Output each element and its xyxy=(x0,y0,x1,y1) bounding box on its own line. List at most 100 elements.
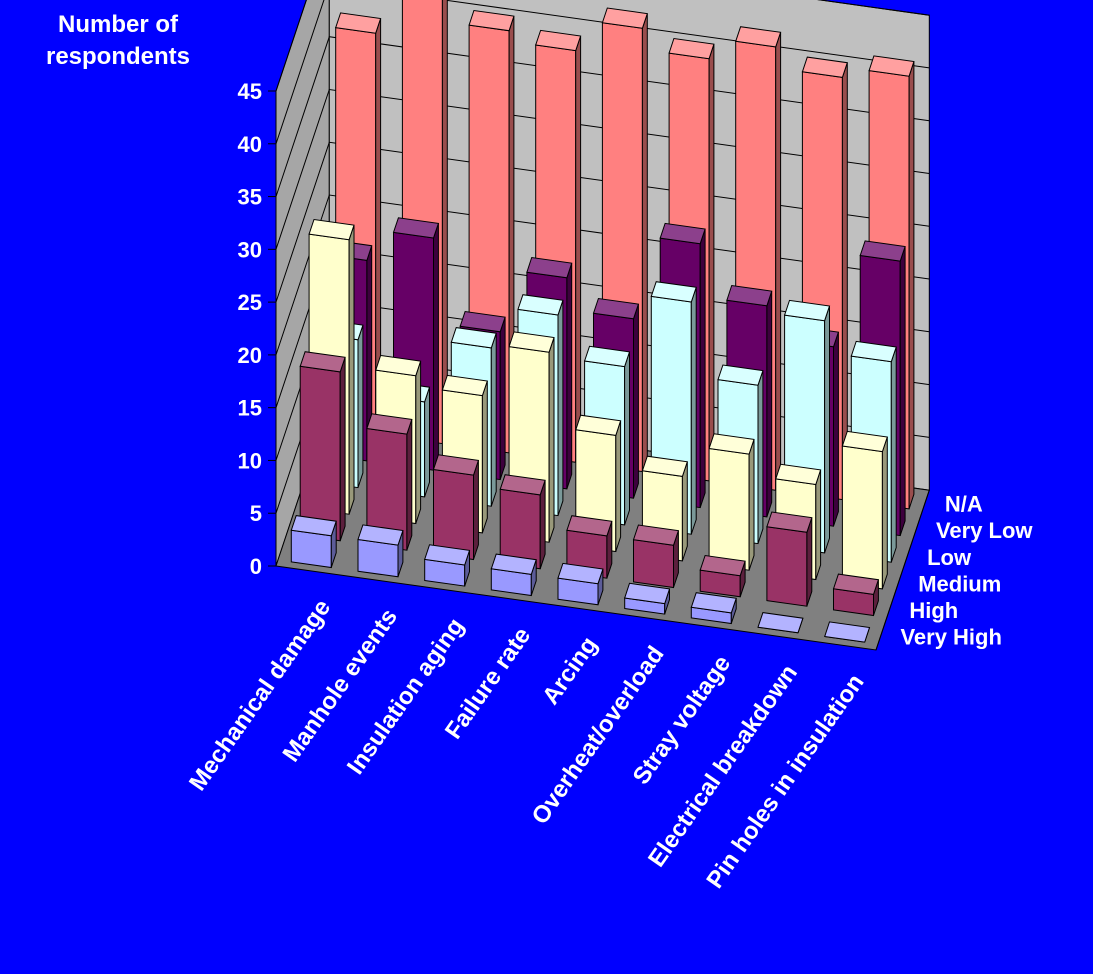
bar-side xyxy=(899,246,906,536)
bar-top xyxy=(335,12,382,34)
bar xyxy=(624,582,671,615)
bar-front xyxy=(766,526,808,607)
bar-top xyxy=(726,284,773,307)
bar-side xyxy=(575,35,582,463)
bar-side xyxy=(908,61,915,510)
y-tick-label: 5 xyxy=(250,501,262,526)
bar-side xyxy=(748,439,755,571)
bar-top xyxy=(459,310,506,333)
y-tick-label: 15 xyxy=(238,396,262,421)
bar-top xyxy=(766,511,813,533)
bar-top xyxy=(290,515,337,537)
y-axis-title: Number of xyxy=(58,11,179,38)
bar xyxy=(490,553,537,597)
bar xyxy=(299,351,346,542)
bar-top xyxy=(308,218,355,241)
bar-top xyxy=(717,364,764,386)
bar-top xyxy=(641,455,688,477)
bar-side xyxy=(433,223,439,471)
bar xyxy=(690,592,737,625)
bar xyxy=(766,511,813,607)
bar xyxy=(841,430,888,590)
bar-side xyxy=(499,316,506,480)
gridline xyxy=(275,0,930,144)
bar-top xyxy=(659,222,706,245)
y-axis: 0 5 10 15 20 25 30 35 40 45 xyxy=(238,79,277,579)
bar-side xyxy=(690,287,697,535)
bar-side xyxy=(833,331,839,527)
bar-top xyxy=(366,413,413,435)
bar-top xyxy=(708,433,755,455)
bar-top xyxy=(424,544,471,566)
bar-top xyxy=(557,562,604,585)
series-label: Very Low xyxy=(936,518,1033,543)
bar xyxy=(708,433,755,571)
bar-top xyxy=(868,55,915,77)
bar-side xyxy=(339,357,346,541)
bar-side xyxy=(757,370,764,544)
bar-side xyxy=(406,419,413,551)
bar-side xyxy=(615,420,622,552)
bar-top xyxy=(668,37,715,60)
bar-top xyxy=(592,297,640,320)
bar xyxy=(557,562,604,606)
y-tick-label: 45 xyxy=(238,79,262,104)
bar xyxy=(632,524,680,589)
gridline xyxy=(275,194,930,356)
bar-side xyxy=(633,303,639,499)
y-tick-label: 30 xyxy=(238,237,262,262)
series-label: Very High xyxy=(900,625,1001,650)
bar-side xyxy=(557,300,564,516)
bar-top xyxy=(508,331,555,353)
bar-side xyxy=(348,224,355,515)
bar xyxy=(499,474,546,570)
x-tick-label: Overheat/overload xyxy=(527,641,670,829)
series-label: High xyxy=(909,598,958,623)
series-label: N/A xyxy=(945,491,983,516)
bar-top xyxy=(357,524,404,546)
bar-top xyxy=(650,281,697,303)
bar-side xyxy=(681,461,688,562)
bar-side xyxy=(548,337,555,543)
bar-side xyxy=(890,346,897,563)
bar-top xyxy=(850,340,897,363)
bar xyxy=(366,413,413,551)
bar-top xyxy=(841,430,888,453)
bar-top xyxy=(432,454,480,476)
y-tick-label: 20 xyxy=(238,343,262,368)
bar-top xyxy=(699,554,746,577)
y-tick-label: 25 xyxy=(238,290,262,315)
bar-top xyxy=(757,612,804,634)
bar-top xyxy=(441,374,488,397)
bar xyxy=(757,612,804,634)
bar-top xyxy=(499,474,546,496)
bar-top xyxy=(735,26,782,48)
bar-side xyxy=(415,360,422,524)
bar-side xyxy=(708,43,715,482)
bar-top xyxy=(783,299,831,322)
series-label: Low xyxy=(927,545,972,570)
bar-top xyxy=(690,592,737,614)
bars xyxy=(290,0,915,643)
bar-front xyxy=(708,447,750,571)
bar xyxy=(699,554,746,598)
bar-top xyxy=(517,294,564,316)
y-tick-label: 35 xyxy=(238,185,262,210)
bar-front xyxy=(299,365,341,542)
bar xyxy=(832,573,880,617)
bar-top xyxy=(601,7,648,29)
bar-front xyxy=(290,529,332,569)
bar-top xyxy=(450,327,497,349)
x-tick-label: Mechanical damage xyxy=(184,595,336,796)
bar xyxy=(432,454,480,561)
bar xyxy=(357,524,404,578)
y-axis-title: respondents xyxy=(46,43,190,70)
bar xyxy=(290,515,337,569)
x-tick-label: Arcing xyxy=(537,632,603,710)
bar-top xyxy=(566,515,613,537)
bar-side xyxy=(815,469,822,580)
